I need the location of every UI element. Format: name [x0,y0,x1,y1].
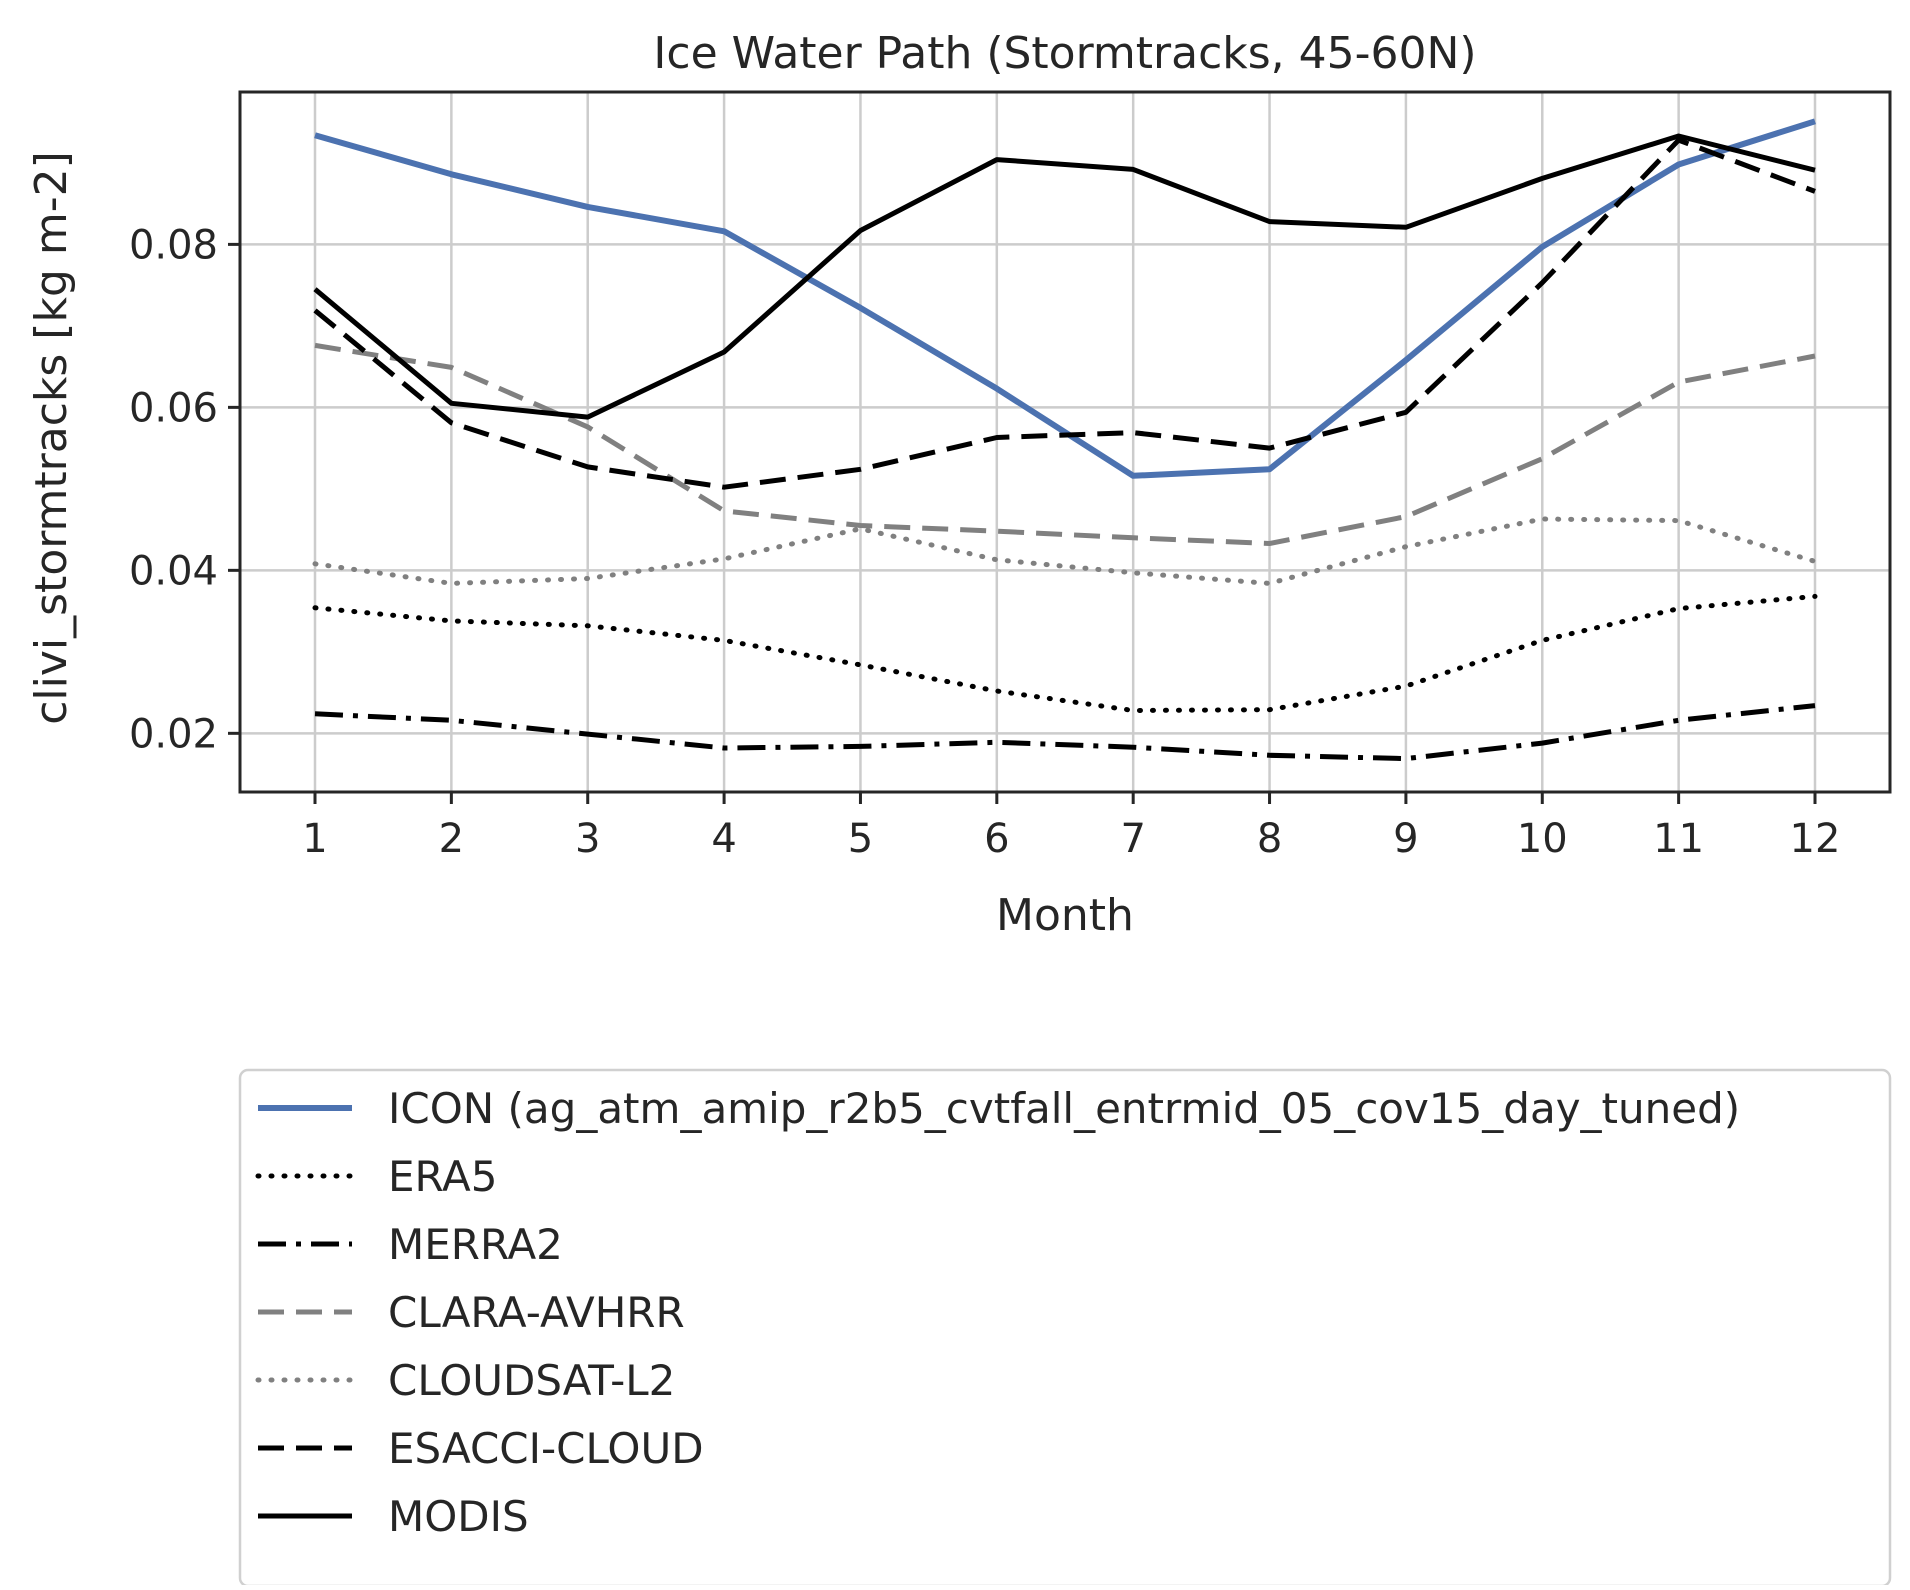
legend: ICON (ag_atm_amip_r2b5_cvtfall_entrmid_0… [240,1070,1890,1585]
x-axis-label: Month [996,890,1134,941]
x-tick-label: 8 [1257,816,1282,862]
x-tick-label: 3 [575,816,600,862]
legend-label: ERA5 [388,1152,497,1201]
chart-title: Ice Water Path (Stormtracks, 45-60N) [653,28,1476,79]
y-tick-label: 0.06 [129,385,218,431]
x-tick-label: 4 [711,816,736,862]
y-axis-label: clivi_stormtracks [kg m-2] [26,151,77,725]
x-tick-label: 6 [984,816,1009,862]
x-tick-label: 5 [848,816,873,862]
y-tick-label: 0.08 [129,222,218,268]
x-tick-label: 2 [439,816,464,862]
legend-label: MERRA2 [388,1220,563,1269]
x-tick-label: 12 [1790,816,1841,862]
x-tick-label: 7 [1120,816,1145,862]
legend-label: CLOUDSAT-L2 [388,1356,675,1405]
y-tick-label: 0.02 [129,711,218,757]
x-tick-label: 11 [1653,816,1704,862]
legend-label: MODIS [388,1492,529,1541]
legend-label: ICON (ag_atm_amip_r2b5_cvtfall_entrmid_0… [388,1084,1740,1133]
x-tick-label: 9 [1393,816,1418,862]
x-tick-label: 1 [302,816,327,862]
y-tick-label: 0.04 [129,548,218,594]
x-tick-label: 10 [1517,816,1568,862]
legend-label: ESACCI-CLOUD [388,1424,704,1473]
legend-label: CLARA-AVHRR [388,1288,685,1337]
